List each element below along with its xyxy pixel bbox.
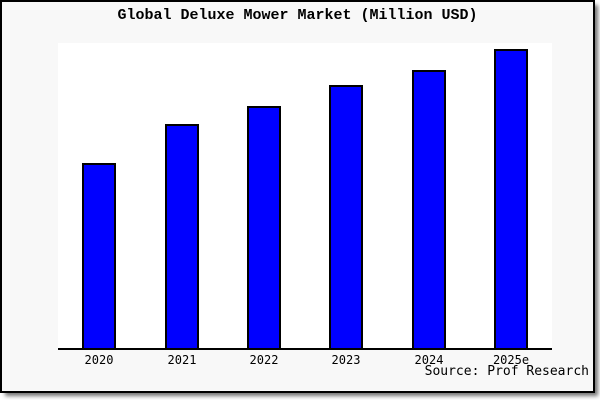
bar-2022 bbox=[247, 106, 281, 348]
chart-card: Global Deluxe Mower Market (Million USD)… bbox=[0, 0, 595, 393]
x-tick-label-2025e: 2025e bbox=[492, 353, 530, 367]
bar-2020 bbox=[82, 163, 116, 348]
bar-2021 bbox=[165, 124, 199, 348]
x-tick-label-2021: 2021 bbox=[167, 353, 197, 367]
source-attribution: Source: Prof Research bbox=[424, 364, 589, 379]
x-tick-label-2020: 2020 bbox=[84, 353, 114, 367]
x-tick-label-2022: 2022 bbox=[249, 353, 279, 367]
bar-2025e bbox=[494, 49, 528, 348]
x-tick-label-2023: 2023 bbox=[331, 353, 361, 367]
plot-area bbox=[58, 43, 552, 350]
bar-2024 bbox=[412, 70, 446, 348]
x-tick-label-2024: 2024 bbox=[414, 353, 444, 367]
chart-title: Global Deluxe Mower Market (Million USD) bbox=[117, 7, 478, 24]
bar-2023 bbox=[329, 85, 363, 348]
